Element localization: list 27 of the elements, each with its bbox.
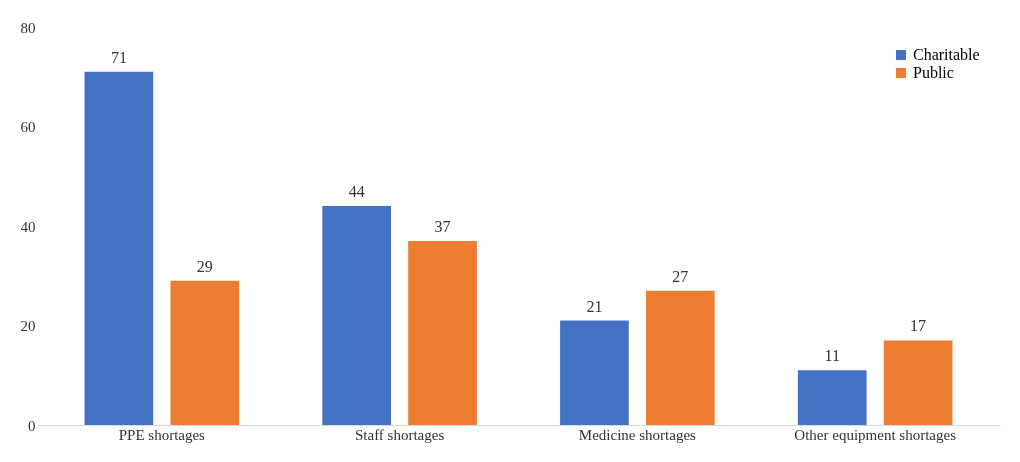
bar xyxy=(84,71,154,425)
data-label: 27 xyxy=(672,267,689,285)
y-tick-label: 20 xyxy=(20,318,36,334)
bar xyxy=(322,206,392,425)
bar xyxy=(408,240,477,425)
bar xyxy=(170,280,240,425)
y-tick-label: 40 xyxy=(20,218,36,235)
data-label: 71 xyxy=(110,48,127,66)
y-tick-label: 60 xyxy=(20,119,36,135)
data-label: 37 xyxy=(434,217,451,235)
bar xyxy=(645,290,715,425)
data-label: 17 xyxy=(910,317,927,335)
data-label: 21 xyxy=(586,297,603,315)
bar xyxy=(883,340,953,425)
legend-label: Public xyxy=(913,64,954,81)
bar xyxy=(560,320,629,425)
data-label: 11 xyxy=(824,347,840,365)
data-label: 44 xyxy=(348,183,365,201)
x-tick-label: PPE shortages xyxy=(118,426,206,443)
x-tick-label: Other equipment shortages xyxy=(794,426,957,443)
legend-label: Charitable xyxy=(913,46,980,63)
y-tick-label: 0 xyxy=(28,417,36,434)
bar xyxy=(797,370,867,425)
x-tick-label: Medicine shortages xyxy=(578,426,697,443)
data-label: 29 xyxy=(196,257,213,275)
y-tick-label: 80 xyxy=(20,19,36,36)
x-tick-label: Staff shortages xyxy=(354,426,445,443)
